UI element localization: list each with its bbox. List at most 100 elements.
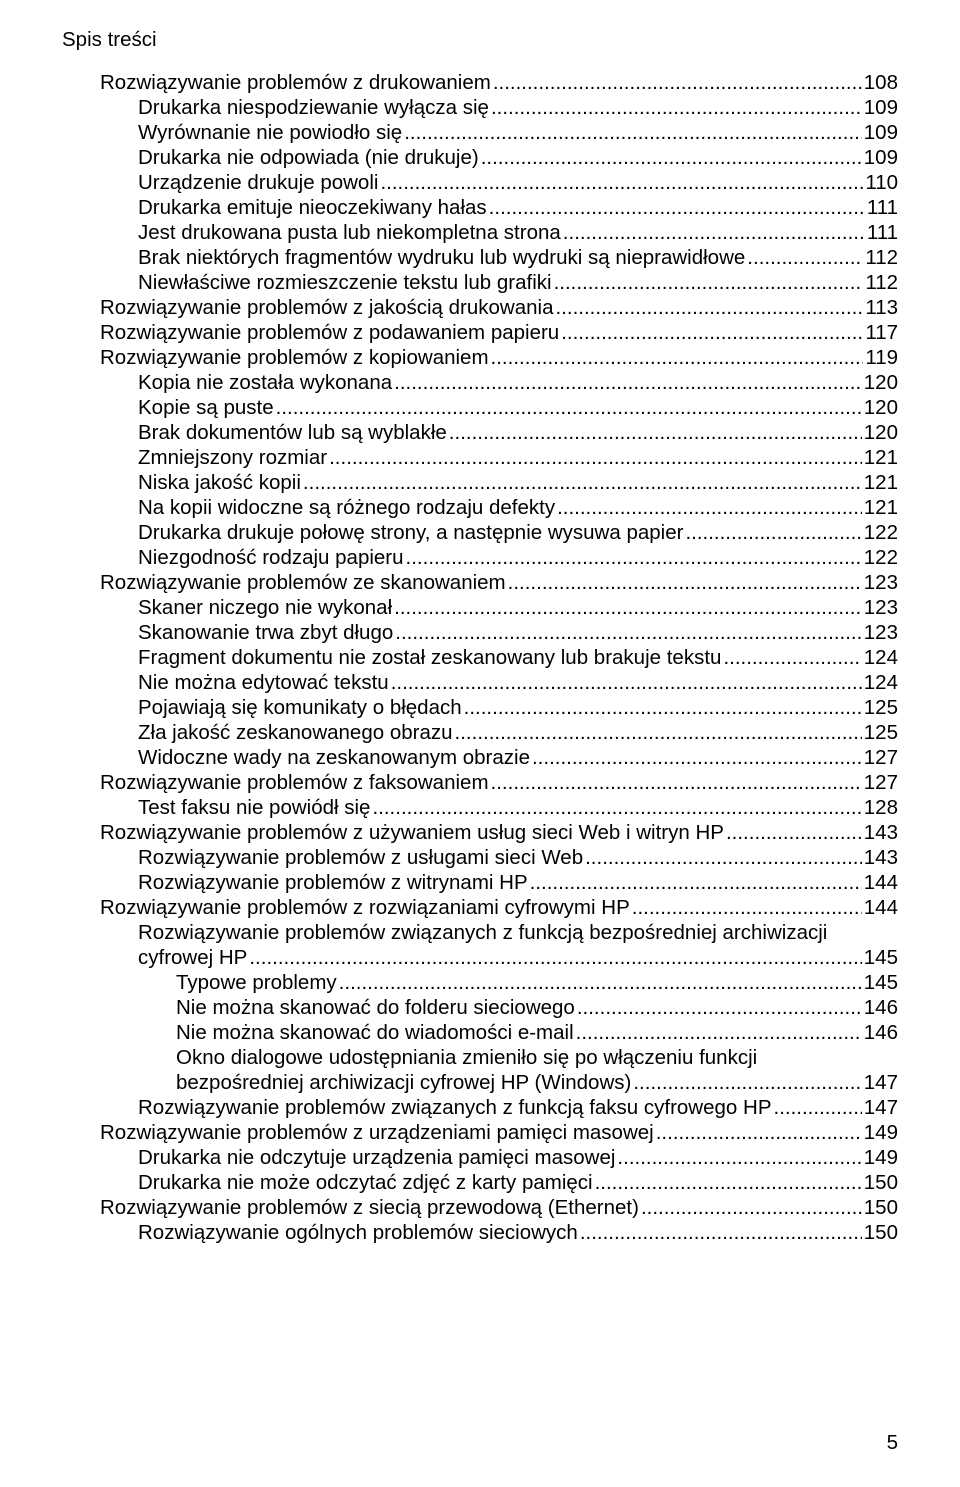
toc-page-number[interactable]: 125: [864, 695, 898, 720]
toc-label[interactable]: Brak niektórych fragmentów wydruku lub w…: [138, 245, 745, 270]
toc-label[interactable]: Rozwiązywanie problemów z urządzeniami p…: [100, 1120, 654, 1145]
toc-label[interactable]: Drukarka nie odpowiada (nie drukuje): [138, 145, 479, 170]
toc-page-number[interactable]: 120: [864, 370, 898, 395]
toc-page-number[interactable]: 111: [867, 195, 898, 220]
toc-label[interactable]: Rozwiązywanie problemów z kopiowaniem: [100, 345, 489, 370]
toc-page-number[interactable]: 108: [864, 70, 898, 95]
toc-page-number[interactable]: 128: [864, 795, 898, 820]
toc-page-number[interactable]: 124: [864, 645, 898, 670]
toc-page-number[interactable]: 149: [864, 1145, 898, 1170]
toc-label[interactable]: Rozwiązywanie problemów z jakością druko…: [100, 295, 553, 320]
toc-label[interactable]: Rozwiązywanie problemów z drukowaniem: [100, 70, 491, 95]
toc-page-number[interactable]: 149: [864, 1120, 898, 1145]
toc-page-number[interactable]: 127: [864, 770, 898, 795]
toc-label[interactable]: Rozwiązywanie problemów z siecią przewod…: [100, 1195, 639, 1220]
toc-page-number[interactable]: 145: [864, 970, 898, 995]
toc-label[interactable]: Fragment dokumentu nie został zeskanowan…: [138, 645, 721, 670]
toc-page-number[interactable]: 150: [864, 1170, 898, 1195]
toc-page-number[interactable]: 123: [864, 595, 898, 620]
toc-row: Niska jakość kopii 121: [62, 470, 898, 495]
toc-page-number[interactable]: 146: [864, 1020, 898, 1045]
toc-page-number[interactable]: 121: [864, 495, 898, 520]
toc-label[interactable]: Rozwiązywanie problemów ze skanowaniem: [100, 570, 506, 595]
toc-label-continued[interactable]: bezpośredniej archiwizacji cyfrowej HP (…: [176, 1070, 631, 1095]
toc-label[interactable]: Rozwiązywanie problemów z podawaniem pap…: [100, 320, 559, 345]
toc-row: Nie można edytować tekstu 124: [62, 670, 898, 695]
toc-label[interactable]: Kopia nie została wykonana: [138, 370, 392, 395]
toc-page-number[interactable]: 124: [864, 670, 898, 695]
toc-row: Urządzenie drukuje powoli 110: [62, 170, 898, 195]
toc-row: Rozwiązywanie ogólnych problemów sieciow…: [62, 1220, 898, 1245]
toc-label[interactable]: Urządzenie drukuje powoli: [138, 170, 378, 195]
toc-label[interactable]: Rozwiązywanie problemów z rozwiązaniami …: [100, 895, 630, 920]
toc-label[interactable]: Nie można edytować tekstu: [138, 670, 389, 695]
toc-page-number[interactable]: 147: [864, 1070, 898, 1095]
toc-page-number[interactable]: 122: [864, 520, 898, 545]
toc-row: Rozwiązywanie problemów z urządzeniami p…: [62, 1120, 898, 1145]
toc-label[interactable]: Skanowanie trwa zbyt długo: [138, 620, 393, 645]
toc-page-number[interactable]: 109: [864, 95, 898, 120]
toc-page-number[interactable]: 146: [864, 995, 898, 1020]
toc-page-number[interactable]: 143: [864, 820, 898, 845]
toc-label[interactable]: Zmniejszony rozmiar: [138, 445, 327, 470]
toc-page-number[interactable]: 109: [864, 145, 898, 170]
toc-label[interactable]: Drukarka nie może odczytać zdjęć z karty…: [138, 1170, 593, 1195]
toc-page-number[interactable]: 109: [864, 120, 898, 145]
toc-page-number[interactable]: 150: [864, 1195, 898, 1220]
toc-page-number[interactable]: 127: [864, 745, 898, 770]
toc-row: Kopie są puste 120: [62, 395, 898, 420]
toc-page-number[interactable]: 119: [865, 345, 898, 370]
toc-label[interactable]: Rozwiązywanie problemów związanych z fun…: [138, 920, 827, 945]
toc-leader-dots: [632, 895, 862, 920]
toc-label[interactable]: Rozwiązywanie problemów z faksowaniem: [100, 770, 489, 795]
toc-label[interactable]: Drukarka niespodziewanie wyłącza się: [138, 95, 489, 120]
toc-label[interactable]: Rozwiązywanie problemów z witrynami HP: [138, 870, 528, 895]
toc-page-number[interactable]: 150: [864, 1220, 898, 1245]
toc-label[interactable]: Niska jakość kopii: [138, 470, 301, 495]
toc-label[interactable]: Nie można skanować do folderu sieciowego: [176, 995, 575, 1020]
toc-page-number[interactable]: 120: [864, 420, 898, 445]
toc-label[interactable]: Kopie są puste: [138, 395, 274, 420]
toc-page-number[interactable]: 112: [865, 270, 898, 295]
toc-label[interactable]: Test faksu nie powiódł się: [138, 795, 370, 820]
toc-label[interactable]: Nie można skanować do wiadomości e-mail: [176, 1020, 574, 1045]
toc-label[interactable]: Rozwiązywanie problemów związanych z fun…: [138, 1095, 772, 1120]
toc-label-continued[interactable]: cyfrowej HP: [138, 945, 247, 970]
toc-page-number[interactable]: 110: [865, 170, 898, 195]
toc-page-number[interactable]: 123: [864, 620, 898, 645]
toc-page-number[interactable]: 123: [864, 570, 898, 595]
toc-label[interactable]: Rozwiązywanie problemów z używaniem usłu…: [100, 820, 724, 845]
toc-label[interactable]: Okno dialogowe udostępniania zmieniło si…: [176, 1045, 757, 1070]
toc-label[interactable]: Drukarka drukuje połowę strony, a następ…: [138, 520, 683, 545]
toc-page-number[interactable]: 122: [864, 545, 898, 570]
toc-label[interactable]: Rozwiązywanie ogólnych problemów sieciow…: [138, 1220, 578, 1245]
toc-page-number[interactable]: 145: [864, 945, 898, 970]
toc-page-number[interactable]: 144: [864, 895, 898, 920]
toc-label[interactable]: Typowe problemy: [176, 970, 337, 995]
toc-page-number[interactable]: 144: [864, 870, 898, 895]
toc-label[interactable]: Skaner niczego nie wykonał: [138, 595, 392, 620]
toc-label[interactable]: Drukarka nie odczytuje urządzenia pamięc…: [138, 1145, 615, 1170]
toc-row: Rozwiązywanie problemów z jakością druko…: [62, 295, 898, 320]
toc-label[interactable]: Niezgodność rodzaju papieru: [138, 545, 404, 570]
toc-page-number[interactable]: 111: [867, 220, 898, 245]
toc-label[interactable]: Na kopii widoczne są różnego rodzaju def…: [138, 495, 555, 520]
toc-label[interactable]: Zła jakość zeskanowanego obrazu: [138, 720, 453, 745]
toc-page-number[interactable]: 147: [864, 1095, 898, 1120]
toc-label[interactable]: Jest drukowana pusta lub niekompletna st…: [138, 220, 561, 245]
toc-label[interactable]: Rozwiązywanie problemów z usługami sieci…: [138, 845, 583, 870]
toc-label[interactable]: Widoczne wady na zeskanowanym obrazie: [138, 745, 530, 770]
toc-page-number[interactable]: 113: [865, 295, 898, 320]
toc-label[interactable]: Niewłaściwe rozmieszczenie tekstu lub gr…: [138, 270, 552, 295]
toc-label[interactable]: Drukarka emituje nieoczekiwany hałas: [138, 195, 487, 220]
toc-page-number[interactable]: 143: [864, 845, 898, 870]
toc-label[interactable]: Wyrównanie nie powiodło się: [138, 120, 402, 145]
toc-label[interactable]: Pojawiają się komunikaty o błędach: [138, 695, 462, 720]
toc-page-number[interactable]: 125: [864, 720, 898, 745]
toc-page-number[interactable]: 117: [865, 320, 898, 345]
toc-label[interactable]: Brak dokumentów lub są wyblakłe: [138, 420, 447, 445]
toc-page-number[interactable]: 121: [864, 470, 898, 495]
toc-page-number[interactable]: 120: [864, 395, 898, 420]
toc-page-number[interactable]: 112: [865, 245, 898, 270]
toc-page-number[interactable]: 121: [864, 445, 898, 470]
